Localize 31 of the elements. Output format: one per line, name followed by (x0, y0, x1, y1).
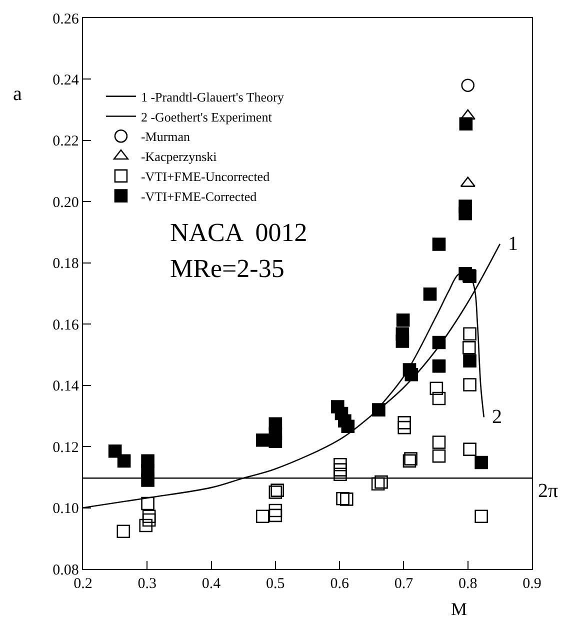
x-tick-label: 0.3 (138, 576, 157, 592)
y-tick-label: 0.26 (52, 11, 80, 28)
annotation: NACA 0012 (170, 218, 308, 247)
ref-line-label: 2π (538, 480, 558, 502)
annotation: 2 (492, 406, 502, 428)
legend-label: -Kacperzynski (140, 149, 218, 164)
x-tick-label: 0.6 (330, 576, 350, 592)
x-tick-label: 0.9 (522, 576, 542, 592)
x-axis-title: M (451, 599, 468, 619)
legend-label: -Murman (140, 129, 191, 144)
legend-label: -VTI+FME-Corrected (140, 188, 258, 204)
y-tick-label: 0.14 (52, 378, 80, 395)
y-tick-label: 0.16 (52, 317, 80, 334)
y-tick-label: 0.18 (52, 256, 79, 272)
x-tick-label: 0.2 (74, 576, 92, 592)
y-tick-label: 0.22 (52, 134, 79, 150)
annotation: 1 (508, 233, 518, 255)
y-tick-label: 0.12 (52, 440, 79, 456)
legend-label: 1 -Prandtl-Glauert's Theory (140, 89, 284, 104)
y-tick-label: 0.08 (52, 562, 79, 578)
x-tick-label: 0.5 (266, 576, 285, 592)
x-tick-label: 0.8 (458, 576, 478, 592)
y-axis-title: a (13, 83, 22, 105)
y-tick-label: 0.24 (52, 72, 80, 88)
y-tick-label: 0.10 (52, 501, 79, 518)
x-tick-label: 0.7 (394, 576, 414, 592)
legend-label: 2 -Goethert's Experiment (140, 109, 272, 124)
y-tick-label: 0.20 (52, 194, 79, 211)
x-tick-label: 0.4 (202, 576, 222, 592)
legend-label: -VTI+FME-Uncorrected (140, 168, 270, 184)
annotation: MRe=2-35 (170, 254, 284, 283)
